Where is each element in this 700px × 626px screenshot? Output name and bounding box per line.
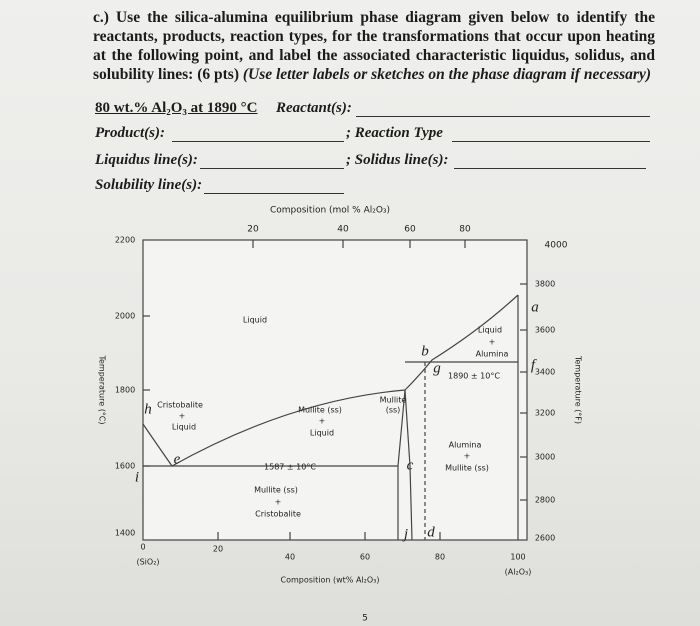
region-label: Mullite (ss) <box>254 486 298 495</box>
blank <box>204 193 344 194</box>
blank <box>452 141 650 142</box>
region-label: Liquid <box>478 326 502 335</box>
tick-label: 2600 <box>535 534 555 543</box>
blank <box>356 116 650 117</box>
region-label: Alumina <box>476 350 509 359</box>
region-label: Alumina <box>449 441 482 450</box>
point-letter: b <box>421 343 429 359</box>
tick-label: 2000 <box>115 312 135 321</box>
diagram-line <box>404 389 413 541</box>
diagram-line <box>142 294 519 467</box>
region-label: (ss) <box>386 406 401 415</box>
point-letter: j <box>402 526 408 542</box>
tick-label: 80 <box>459 225 471 235</box>
axis-title: Composition (mol % Al₂O₃) <box>270 206 390 216</box>
point-letter: h <box>144 401 152 417</box>
tick-label: 2200 <box>115 236 135 245</box>
tick-label: 1600 <box>115 462 135 471</box>
tick-label: 60 <box>360 553 370 562</box>
question-note: (Use letter labels or sketches on the ph… <box>242 66 651 83</box>
point-letter: f <box>531 357 537 373</box>
tick-label: 0 <box>140 543 145 552</box>
axis-title: Composition (wt% Al₂O₃) <box>281 576 380 585</box>
end-label: (Al₂O₃) <box>505 568 532 577</box>
tick-label: 20 <box>213 545 223 554</box>
blank <box>172 141 344 142</box>
field-label: Reactant(s): <box>276 100 352 116</box>
question: c.) Use the silica-alumina equilibrium p… <box>93 8 655 84</box>
tick-label: 100 <box>510 553 525 562</box>
tick-label: 40 <box>285 553 295 562</box>
point-letter: g <box>433 360 441 376</box>
field-label: ; Solidus line(s): <box>346 152 449 168</box>
point-letter: i <box>135 469 139 485</box>
point-letter: e <box>174 451 181 467</box>
region-label: + <box>489 338 496 347</box>
region-label: + <box>275 498 282 507</box>
tick-label: 20 <box>247 225 259 235</box>
tick-label: 3600 <box>535 326 555 335</box>
field-label: Product(s): <box>95 125 165 141</box>
point-letter: d <box>427 524 435 540</box>
isotherm-label: 1587 ± 10°C <box>264 463 316 472</box>
region-label: + <box>319 417 326 426</box>
axis-title: Temperature (°C) <box>98 354 107 424</box>
region-label: Mullite <box>380 396 407 405</box>
axis-title: Temperature (°F) <box>574 355 583 424</box>
point-letter: a <box>531 299 539 315</box>
page-number: 5 <box>362 614 368 624</box>
region-label: + <box>179 412 186 421</box>
tick-label: 40 <box>337 225 349 235</box>
isotherm-label: 1890 ± 10°C <box>448 372 500 381</box>
tick-label: 3800 <box>535 280 555 289</box>
point-letter: c <box>407 457 414 473</box>
tick-label: 1400 <box>115 529 135 538</box>
region-label: Mullite (ss) <box>445 464 489 473</box>
end-label: (SiO₂) <box>136 558 159 567</box>
diagram-line <box>397 389 406 467</box>
field-label: Solubility line(s): <box>95 177 203 193</box>
region-label: Liquid <box>310 429 334 438</box>
tick-label: 60 <box>404 225 416 235</box>
tick-label: 3400 <box>535 368 555 377</box>
point: 80 wt.% Al₂O₃ at 1890 °C <box>95 100 258 116</box>
tick-label: 3000 <box>535 453 555 462</box>
blank <box>454 168 646 169</box>
region-label: Cristobalite <box>157 401 203 410</box>
region-label: Mullite (ss) <box>298 406 342 415</box>
phase-boundaries <box>142 294 519 541</box>
tick-label: 2800 <box>535 496 555 505</box>
plot-frame <box>142 239 528 541</box>
region-label: Liquid <box>243 316 267 325</box>
region-label: Liquid <box>172 423 196 432</box>
field-label: Liquidus line(s): <box>95 152 198 168</box>
tick-label: 1800 <box>115 386 135 395</box>
blank <box>200 168 344 169</box>
region-label: Cristobalite <box>255 510 301 519</box>
question-lead: c.) Use the silica-alumina equilibrium p… <box>93 9 655 83</box>
field-label: ; Reaction Type <box>346 125 443 141</box>
tick-label: 3200 <box>535 409 555 418</box>
tick-label: 80 <box>435 553 445 562</box>
tick-label: 4000 <box>545 241 568 251</box>
region-label: + <box>464 452 471 461</box>
